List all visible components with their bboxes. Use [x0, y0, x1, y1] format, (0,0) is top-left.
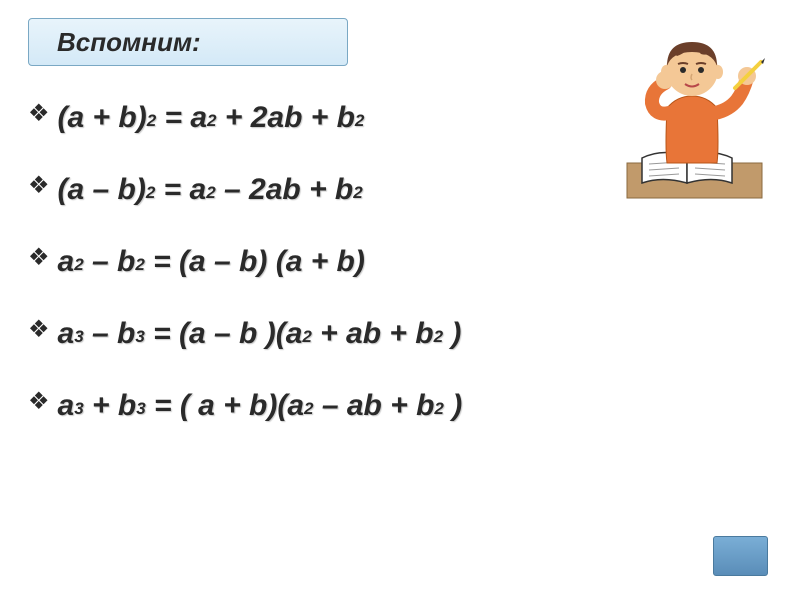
bullet-icon: ❖: [28, 172, 50, 201]
bullet-icon: ❖: [28, 316, 50, 345]
formula-text: a2 – b2 = (a – b) (a + b): [58, 244, 365, 280]
formula-row: ❖ a3 + b3 = ( a + b)(a2 – ab + b2 ): [28, 388, 588, 424]
header-title: Вспомним:: [57, 27, 201, 58]
formula-text: (a – b)2 = a2 – 2ab + b2: [58, 172, 363, 208]
bullet-icon: ❖: [28, 244, 50, 273]
formula-row: ❖ (a – b)2 = a2 – 2ab + b2: [28, 172, 588, 208]
formula-text: a3 + b3 = ( a + b)(a2 – ab + b2 ): [58, 388, 463, 424]
formulas-list: ❖ (a + b)2 = a2 + 2ab + b2 ❖ (a – b)2 = …: [28, 100, 588, 460]
bullet-icon: ❖: [28, 100, 50, 129]
formula-row: ❖ (a + b)2 = a2 + 2ab + b2: [28, 100, 588, 136]
header-box: Вспомним:: [28, 18, 348, 66]
next-button[interactable]: [713, 536, 768, 576]
formula-row: ❖ a2 – b2 = (a – b) (a + b): [28, 244, 588, 280]
formula-text: (a + b)2 = a2 + 2ab + b2: [58, 100, 365, 136]
formula-row: ❖ a3 – b3 = (a – b )(a2 + ab + b2 ): [28, 316, 588, 352]
student-illustration: [617, 28, 772, 203]
bullet-icon: ❖: [28, 388, 50, 417]
formula-text: a3 – b3 = (a – b )(a2 + ab + b2 ): [58, 316, 462, 352]
